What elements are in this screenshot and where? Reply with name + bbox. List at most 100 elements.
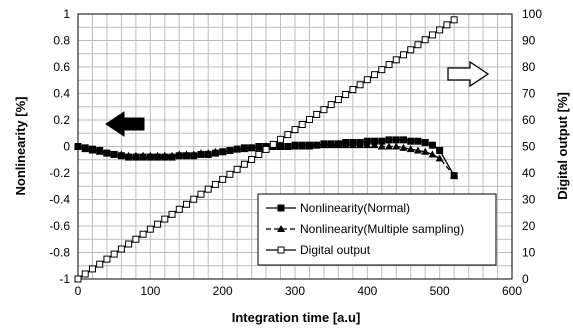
data-point (205, 186, 211, 192)
x-axis-ticks: 0 100 200 300 400 500 600 (75, 284, 523, 298)
legend-marker (278, 247, 284, 253)
x-tick-label: 400 (357, 284, 377, 298)
data-point (357, 82, 363, 88)
data-point (364, 77, 370, 83)
data-point (350, 87, 356, 93)
data-point (89, 266, 95, 272)
data-point (386, 62, 392, 68)
data-point (227, 171, 233, 177)
data-point (422, 139, 429, 146)
data-point (400, 136, 407, 143)
left-y-tick-label: 0.8 (53, 34, 70, 48)
right-y-tick-label: 80 (522, 60, 536, 74)
legend-entry-label: Digital output (300, 243, 371, 257)
x-tick-label: 0 (75, 284, 82, 298)
data-point (75, 276, 81, 282)
left-y-axis-ticks: -1 -0.8 -0.6 -0.4 -0.2 0 0.2 0.4 0.6 0.8 1 (49, 7, 70, 286)
x-tick-label: 100 (140, 284, 160, 298)
right-y-tick-label: 70 (522, 87, 536, 101)
data-point (140, 231, 146, 237)
left-y-tick-label: 0.2 (53, 113, 70, 127)
data-point (393, 136, 400, 143)
left-arrow-icon (106, 112, 144, 136)
left-y-tick-label: -0.2 (49, 166, 70, 180)
right-y-tick-label: 60 (522, 113, 536, 127)
right-y-tick-label: 20 (522, 219, 536, 233)
data-point (155, 221, 161, 227)
data-point (292, 127, 298, 133)
data-point (118, 246, 124, 252)
left-y-tick-label: 0 (63, 140, 70, 154)
data-point (82, 271, 88, 277)
data-point (372, 72, 378, 78)
data-point (335, 97, 341, 103)
data-point (97, 261, 103, 267)
right-y-axis-title: Digital output [%] (555, 92, 570, 200)
data-point (436, 147, 443, 154)
data-point (328, 102, 334, 108)
data-point (278, 136, 284, 142)
data-point (263, 146, 269, 152)
right-y-tick-label: 30 (522, 193, 536, 207)
legend-entry-label: Nonlinearity(Normal) (300, 201, 410, 215)
right-y-tick-label: 100 (522, 7, 542, 21)
data-point (234, 166, 240, 172)
data-point (176, 206, 182, 212)
data-point (241, 161, 247, 167)
right-y-tick-label: 90 (522, 34, 536, 48)
x-tick-label: 600 (502, 284, 522, 298)
data-point (379, 67, 385, 73)
data-point (104, 256, 110, 262)
data-point (133, 236, 139, 242)
data-point (422, 37, 428, 43)
data-point (169, 211, 175, 217)
left-y-tick-label: -0.6 (49, 219, 70, 233)
data-point (162, 216, 168, 222)
data-point (126, 241, 132, 247)
data-point (111, 251, 117, 257)
data-point (393, 57, 399, 63)
left-y-tick-label: 0.6 (53, 60, 70, 74)
data-point (220, 176, 226, 182)
data-point (147, 226, 153, 232)
right-y-tick-label: 50 (522, 140, 536, 154)
left-y-tick-label: -1 (59, 272, 70, 286)
data-point (306, 116, 312, 122)
right-y-tick-label: 0 (522, 272, 529, 286)
data-point (314, 111, 320, 117)
left-y-axis-title: Nonlinearity [%] (13, 97, 28, 196)
data-point (191, 196, 197, 202)
data-point (343, 92, 349, 98)
data-point (429, 142, 436, 149)
data-point (285, 132, 291, 138)
legend: Nonlinearity(Normal) Nonlinearity(Multipl… (258, 194, 496, 265)
x-tick-label: 500 (430, 284, 450, 298)
data-point (256, 151, 262, 157)
right-y-axis-ticks: 0 10 20 30 40 50 60 70 80 90 100 (522, 7, 542, 286)
data-point (184, 201, 190, 207)
data-point (407, 138, 414, 145)
legend-entry-label: Nonlinearity(Multiple sampling) (300, 222, 464, 236)
right-y-tick-label: 40 (522, 166, 536, 180)
data-point (429, 32, 435, 38)
right-y-tick-label: 10 (522, 246, 536, 260)
x-axis-title: Integration time [a.u] (232, 310, 361, 325)
data-point (249, 156, 255, 162)
left-y-tick-label: -0.8 (49, 246, 70, 260)
data-point (401, 52, 407, 58)
data-point (408, 47, 414, 53)
x-tick-label: 200 (213, 284, 233, 298)
left-y-tick-label: 0.4 (53, 87, 70, 101)
data-point (386, 136, 393, 143)
data-point (299, 122, 305, 128)
left-y-tick-label: 1 (63, 7, 70, 21)
data-point (437, 27, 443, 33)
data-point (198, 191, 204, 197)
legend-marker (278, 205, 285, 212)
data-point (414, 138, 421, 145)
x-tick-label: 300 (285, 284, 305, 298)
data-point (212, 181, 218, 187)
left-y-tick-label: -0.4 (49, 193, 70, 207)
data-point (444, 22, 450, 28)
